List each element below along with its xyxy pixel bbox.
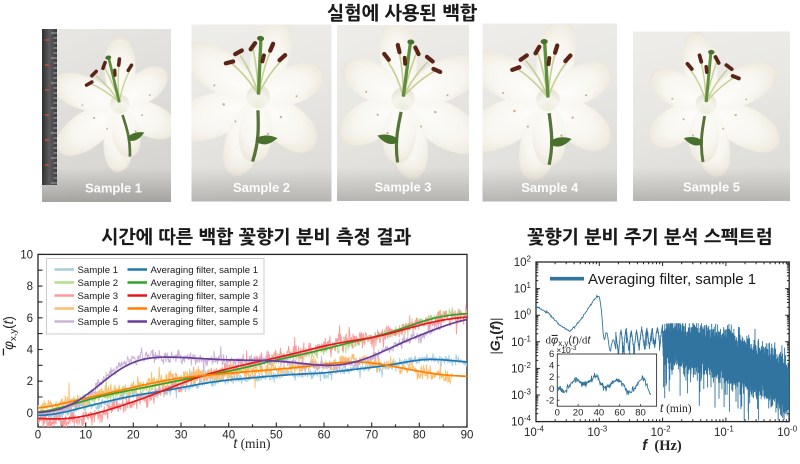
svg-text:t (min): t (min)	[233, 436, 270, 451]
svg-text:10: 10	[20, 249, 33, 261]
svg-text:Averaging filter, sample 3: Averaging filter, sample 3	[151, 291, 259, 302]
svg-text:Sample 5: Sample 5	[683, 180, 740, 195]
svg-text:8: 8	[27, 281, 33, 293]
svg-text:6: 6	[27, 313, 33, 325]
svg-text:4: 4	[549, 361, 554, 372]
svg-text:Averaging filter, sample 5: Averaging filter, sample 5	[151, 317, 259, 328]
svg-text:80: 80	[635, 408, 646, 419]
svg-text:Sample 2: Sample 2	[78, 278, 119, 289]
svg-text:60: 60	[614, 408, 625, 419]
svg-text:Sample 3: Sample 3	[78, 291, 119, 302]
svg-text:20: 20	[573, 408, 584, 419]
svg-text:dφx,y(t)/dt: dφx,y(t)/dt	[546, 335, 592, 349]
svg-text:40: 40	[222, 430, 235, 442]
svg-text:2: 2	[549, 372, 554, 383]
svg-text:4: 4	[27, 345, 34, 357]
svg-text:0: 0	[549, 384, 554, 395]
svg-text:Sample 4: Sample 4	[78, 304, 119, 315]
svg-text:0: 0	[27, 408, 33, 420]
svg-text:Sample 3: Sample 3	[374, 180, 431, 195]
svg-text:10: 10	[79, 430, 92, 442]
svg-text:70: 70	[365, 430, 378, 442]
svg-text:-2: -2	[546, 395, 554, 406]
svg-text:f (Hz): f (Hz)	[642, 438, 682, 454]
svg-text:Sample 1: Sample 1	[85, 181, 142, 196]
svg-text:6: 6	[549, 349, 554, 360]
svg-text:90: 90	[461, 430, 474, 442]
svg-text:Averaging filter, sample 1: Averaging filter, sample 1	[588, 271, 756, 288]
svg-text:60: 60	[318, 430, 331, 442]
svg-text:Sample 1: Sample 1	[78, 265, 119, 276]
svg-text:40: 40	[594, 408, 605, 419]
svg-text:Averaging filter, sample 1: Averaging filter, sample 1	[151, 265, 259, 276]
svg-text:Averaging filter, sample 2: Averaging filter, sample 2	[151, 278, 259, 289]
svg-text:Sample 4: Sample 4	[521, 180, 579, 195]
svg-text:30: 30	[175, 430, 188, 442]
svg-text:×10-3: ×10-3	[556, 345, 577, 355]
svg-text:0: 0	[555, 408, 560, 419]
svg-text:50: 50	[270, 430, 283, 442]
svg-text:2: 2	[27, 376, 33, 388]
svg-text:20: 20	[127, 430, 140, 442]
svg-text:Averaging filter, sample 4: Averaging filter, sample 4	[151, 304, 259, 315]
svg-text:Sample 5: Sample 5	[78, 317, 119, 328]
svg-text:|G1(f)|: |G1(f)|	[487, 318, 506, 355]
svg-text:Sample 2: Sample 2	[233, 180, 290, 195]
svg-text:80: 80	[413, 430, 426, 442]
svg-text:t (min): t (min)	[660, 403, 692, 415]
svg-text:0: 0	[35, 430, 41, 442]
svg-text:φx,y(t): φx,y(t)	[1, 316, 19, 350]
